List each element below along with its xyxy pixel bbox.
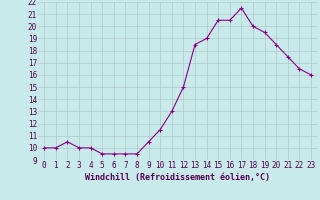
X-axis label: Windchill (Refroidissement éolien,°C): Windchill (Refroidissement éolien,°C) <box>85 173 270 182</box>
